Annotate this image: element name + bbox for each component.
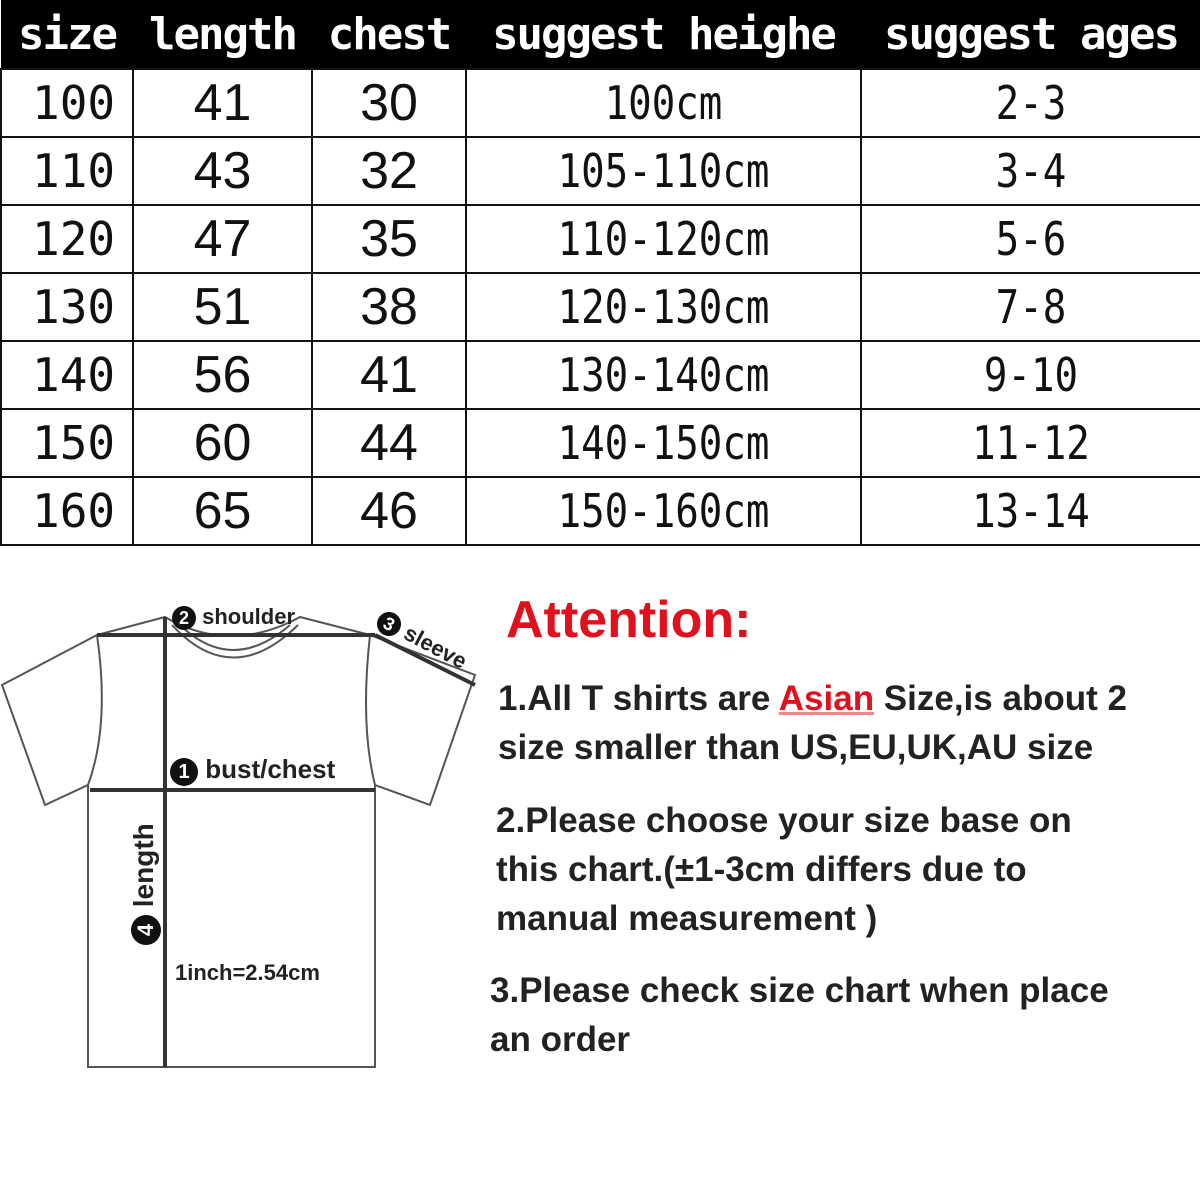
note-3: 3.Please check size chart when place an … xyxy=(490,966,1109,1060)
asian-highlight: Asian xyxy=(778,679,875,718)
note-3-line-2: an order xyxy=(490,1020,631,1059)
note-2-line-1: 2.Please choose your size base on xyxy=(496,801,1072,840)
table-row: 140 56 41 130-140cm 9-10 xyxy=(0,340,1200,410)
length-cell: 41 xyxy=(132,68,313,138)
chest-text: bust/chest xyxy=(205,754,336,784)
number-4-icon: 4 xyxy=(131,915,161,945)
chest-cell: 30 xyxy=(311,68,467,138)
length-cell: 56 xyxy=(132,340,313,410)
length-cell: 60 xyxy=(132,408,313,478)
sleeve-line xyxy=(374,633,476,687)
inch-conversion-note: 1inch=2.54cm xyxy=(175,960,320,985)
shoulder-text: shoulder xyxy=(202,604,296,629)
note-1-post: Size,is about 2 xyxy=(874,679,1127,718)
length-cell: 47 xyxy=(132,204,313,274)
shirt-outline xyxy=(0,615,477,1068)
chest-cell: 32 xyxy=(311,136,467,206)
size-chart-table: size length chest suggest heighe suggest… xyxy=(0,0,1200,546)
note-2: 2.Please choose your size base on this c… xyxy=(496,796,1072,943)
size-cell: 100 xyxy=(0,68,134,138)
ages-cell: 11-12 xyxy=(885,408,1177,478)
header-length: length xyxy=(133,0,312,69)
number-1-icon: 1 xyxy=(170,758,198,786)
number-2-icon: 2 xyxy=(172,606,196,630)
attention-notes: Attention: 1.All T shirts are Asian Size… xyxy=(488,590,1200,1060)
note-2-line-2: this chart.(±1-3cm differs due to xyxy=(496,850,1027,889)
note-2-line-3: manual measurement ) xyxy=(496,899,878,938)
header-size: size xyxy=(1,0,133,69)
height-cell: 110-120cm xyxy=(494,204,833,274)
size-cell: 110 xyxy=(0,136,134,206)
ages-cell: 5-6 xyxy=(885,204,1177,274)
ages-cell: 7-8 xyxy=(885,272,1177,342)
header-suggest-ages: suggest ages xyxy=(861,0,1200,69)
height-cell: 150-160cm xyxy=(494,476,833,546)
chest-cell: 44 xyxy=(311,408,467,478)
note-1: 1.All T shirts are Asian Size,is about 2… xyxy=(498,674,1127,772)
chest-label: 1 bust/chest xyxy=(170,754,335,786)
length-text: length xyxy=(128,823,159,908)
size-cell: 150 xyxy=(0,408,134,478)
height-cell: 100cm xyxy=(494,68,833,138)
length-label: 4 length xyxy=(128,823,161,945)
shoulder-label: 2 shoulder xyxy=(172,604,295,630)
attention-title: Attention: xyxy=(506,591,752,649)
tshirt-diagram xyxy=(0,615,477,1068)
ages-cell: 2-3 xyxy=(885,68,1177,138)
table-row: 130 51 38 120-130cm 7-8 xyxy=(0,272,1200,342)
chest-cell: 46 xyxy=(311,476,467,546)
note-1-line-2: size smaller than US,EU,UK,AU size xyxy=(498,728,1094,767)
length-cell: 51 xyxy=(132,272,313,342)
height-cell: 105-110cm xyxy=(494,136,833,206)
height-cell: 120-130cm xyxy=(494,272,833,342)
chest-cell: 35 xyxy=(311,204,467,274)
size-cell: 130 xyxy=(0,272,134,342)
length-cell: 65 xyxy=(132,476,313,546)
height-cell: 130-140cm xyxy=(494,340,833,410)
table-row: 110 43 32 105-110cm 3-4 xyxy=(0,136,1200,206)
note-1-pre: 1.All T shirts are xyxy=(498,679,779,718)
note-3-line-1: 3.Please check size chart when place xyxy=(490,971,1109,1010)
header-suggest-height: suggest heighe xyxy=(466,0,861,69)
note-1-line-1: 1.All T shirts are Asian Size,is about 2 xyxy=(498,674,1127,723)
size-cell: 160 xyxy=(0,476,134,546)
table-row: 160 65 46 150-160cm 13-14 xyxy=(0,476,1200,546)
size-cell: 120 xyxy=(0,204,134,274)
table-header-row: size length chest suggest heighe suggest… xyxy=(1,0,1200,69)
ages-cell: 13-14 xyxy=(885,476,1177,546)
table-row: 150 60 44 140-150cm 11-12 xyxy=(0,408,1200,478)
height-cell: 140-150cm xyxy=(494,408,833,478)
chest-cell: 41 xyxy=(311,340,467,410)
ages-cell: 3-4 xyxy=(885,136,1177,206)
table-row: 100 41 30 100cm 2-3 xyxy=(0,68,1200,138)
length-cell: 43 xyxy=(132,136,313,206)
header-chest: chest xyxy=(312,0,466,69)
table-row: 120 47 35 110-120cm 5-6 xyxy=(0,204,1200,274)
ages-cell: 9-10 xyxy=(885,340,1177,410)
size-cell: 140 xyxy=(0,340,134,410)
chest-cell: 38 xyxy=(311,272,467,342)
